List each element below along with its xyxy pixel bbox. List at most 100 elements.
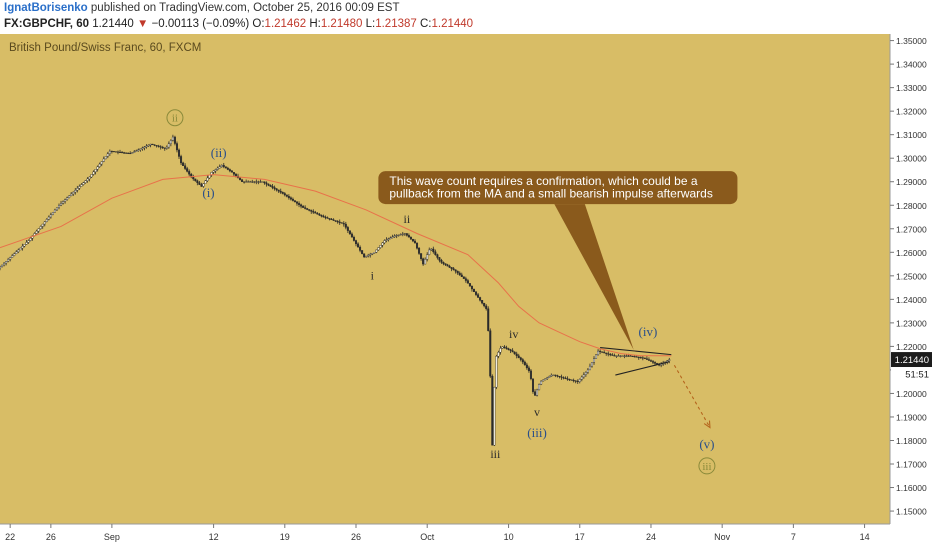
x-tick-label: 12	[209, 532, 219, 542]
candle-body	[74, 189, 77, 193]
candle-body	[269, 185, 272, 187]
candle-body	[47, 216, 50, 220]
wave-label: ii	[172, 113, 178, 125]
candle-body	[249, 181, 252, 183]
candle-body	[13, 253, 16, 256]
candle-body	[206, 177, 209, 181]
wave-label: iv	[509, 327, 518, 341]
candle-body	[116, 151, 119, 153]
candle-body	[114, 151, 117, 153]
candle-body	[261, 181, 264, 183]
moving-average-line	[0, 174, 672, 357]
candle-body	[322, 215, 325, 218]
wave-label-circle	[166, 109, 184, 127]
candle-body	[649, 360, 652, 362]
candle-body	[167, 143, 170, 148]
candle-body	[375, 249, 378, 253]
candle-body	[564, 377, 567, 379]
x-tick-label: 26	[46, 532, 56, 542]
candle-body	[623, 355, 626, 357]
candle-body	[330, 218, 333, 221]
candle-body	[643, 357, 646, 359]
candle-body	[27, 240, 30, 243]
x-tick-label: 10	[504, 532, 514, 542]
candle-body	[68, 195, 71, 198]
y-tick-label: 1.20000	[896, 389, 927, 399]
candle-body	[224, 166, 227, 169]
candle-body	[424, 259, 427, 265]
x-tick-label: 19	[280, 532, 290, 542]
candle-body	[139, 148, 142, 150]
candle-body	[273, 187, 276, 189]
candle-body	[597, 350, 600, 356]
candle-body	[121, 152, 124, 154]
candle-body	[21, 245, 24, 249]
candle-body	[291, 198, 294, 201]
candle-body	[41, 223, 44, 227]
plot-area[interactable]	[0, 34, 890, 524]
candle-body	[70, 193, 73, 197]
candle-body	[403, 233, 406, 235]
high-label: H:	[309, 18, 321, 30]
last-price-badge-value: 1.21440	[895, 355, 929, 366]
candle-body	[552, 374, 555, 376]
candle-body	[72, 191, 75, 195]
candle-body	[511, 350, 514, 353]
y-tick-label: 1.27000	[896, 224, 927, 234]
candle-body	[188, 171, 191, 175]
candle-body	[251, 181, 254, 183]
candle-body	[9, 257, 12, 260]
candle-body	[352, 237, 355, 241]
wave-label: i	[371, 268, 375, 282]
candle-body	[548, 376, 551, 378]
candle-body	[578, 379, 581, 382]
price-axis[interactable]	[890, 34, 932, 550]
candle-body	[422, 258, 425, 265]
candle-body	[281, 192, 284, 194]
candle-body	[442, 262, 445, 264]
candle-body	[159, 146, 162, 148]
candle-body	[11, 255, 14, 258]
candle-body	[426, 254, 429, 260]
candle-body	[434, 251, 437, 255]
candle-body	[129, 153, 132, 155]
candle-body	[214, 169, 217, 172]
candle-body	[387, 238, 390, 240]
y-tick-label: 1.24000	[896, 295, 927, 305]
candle-body	[184, 165, 187, 169]
candle-body	[35, 230, 38, 234]
candle-body	[23, 244, 26, 247]
wave-label: (i)	[202, 185, 214, 200]
candle-body	[503, 346, 506, 349]
bar-countdown-badge	[891, 367, 932, 382]
triangle-upper-line	[600, 347, 672, 356]
candle-body	[395, 235, 398, 237]
last-price: 1.21440	[92, 18, 134, 30]
candle-body	[196, 180, 199, 183]
candle-body	[566, 378, 569, 380]
time-axis[interactable]	[0, 524, 890, 550]
candle-body	[90, 174, 93, 178]
candle-body	[521, 359, 524, 363]
candle-body	[446, 264, 449, 267]
price-chart[interactable]: British Pound/Swiss Franc, 60, FXCM 1.35…	[0, 34, 932, 550]
candle-body	[416, 242, 419, 249]
candle-body	[110, 150, 113, 152]
projection-arrowhead	[703, 420, 711, 429]
candle-body	[45, 219, 48, 222]
close-value: 1.21440	[431, 18, 474, 30]
candle-body	[283, 193, 286, 196]
candle-body	[348, 230, 351, 235]
candle-body	[501, 346, 504, 349]
candle-body	[1, 264, 4, 268]
candle-body	[519, 357, 522, 360]
candle-body	[454, 269, 457, 272]
chart-title: British Pound/Swiss Franc, 60, FXCM	[9, 42, 201, 54]
candle-body	[222, 165, 225, 167]
candle-body	[430, 248, 433, 251]
candle-body	[253, 181, 256, 183]
author-link[interactable]: IgnatBorisenko	[4, 2, 88, 14]
candle-body	[531, 378, 534, 392]
candle-body	[306, 208, 309, 210]
